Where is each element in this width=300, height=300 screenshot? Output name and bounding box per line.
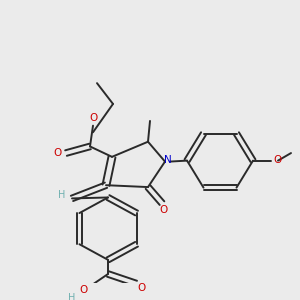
Text: O: O xyxy=(274,155,282,165)
Text: O: O xyxy=(137,283,145,293)
Text: O: O xyxy=(79,285,87,295)
Text: O: O xyxy=(54,148,62,158)
Text: H: H xyxy=(68,292,76,300)
Text: O: O xyxy=(160,205,168,215)
Text: H: H xyxy=(58,190,66,200)
Text: N: N xyxy=(164,155,172,165)
Text: O: O xyxy=(90,113,98,123)
